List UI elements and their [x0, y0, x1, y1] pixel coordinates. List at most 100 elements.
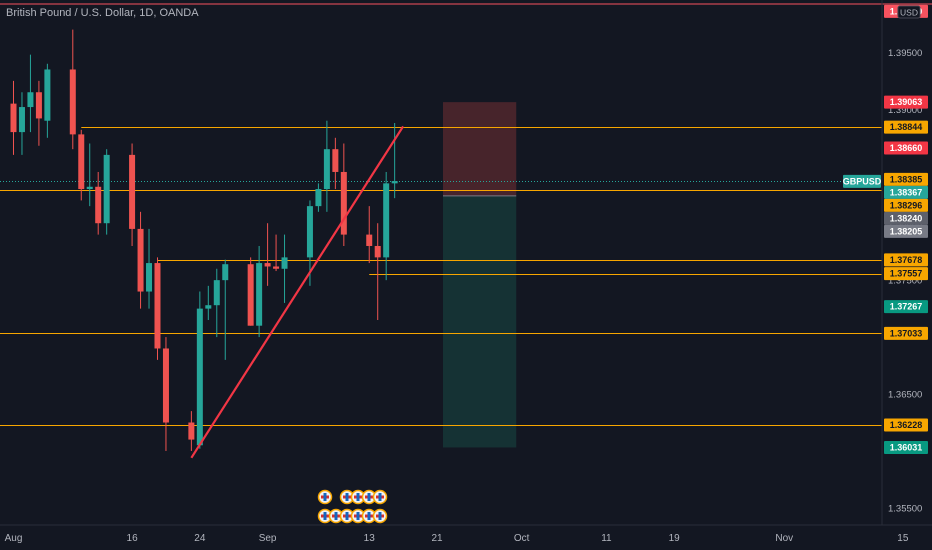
candle-body[interactable]: [35, 92, 42, 119]
price-tag-label: 1.36228: [890, 420, 923, 430]
price-tag: [884, 418, 928, 432]
x-tick-label: 11: [601, 533, 612, 544]
candle-body[interactable]: [162, 348, 169, 423]
y-tick-label: 1.35500: [888, 503, 922, 514]
candle-body[interactable]: [256, 263, 263, 326]
x-tick-label: 15: [897, 533, 909, 544]
price-tag-label: 1.39063: [890, 97, 923, 107]
candle-body[interactable]: [95, 186, 102, 224]
event-flag-stripe: [378, 512, 382, 520]
candle-body[interactable]: [323, 149, 330, 190]
price-tag-label: 1.37557: [890, 269, 923, 279]
price-tag-label: 1.37267: [890, 302, 923, 312]
candle-body[interactable]: [213, 280, 220, 306]
candle-body[interactable]: [78, 134, 85, 190]
candle-body[interactable]: [366, 234, 373, 246]
price-tag: [884, 326, 928, 340]
event-flag-stripe: [323, 512, 327, 520]
y-tick-label: 1.36500: [888, 390, 922, 401]
candle-body[interactable]: [44, 69, 51, 121]
price-tag-label: 1.38367: [890, 187, 923, 197]
price-tag: [884, 224, 928, 238]
price-tag: [884, 120, 928, 134]
candle-body[interactable]: [383, 183, 390, 258]
price-tag-label: 1.38296: [890, 200, 923, 210]
price-tag: [884, 211, 928, 225]
candle-body[interactable]: [264, 263, 271, 267]
price-tag-label: 1.38844: [890, 122, 923, 132]
candle-body[interactable]: [273, 266, 280, 269]
x-tick-label: Oct: [514, 533, 530, 544]
candle-body[interactable]: [27, 92, 34, 108]
event-flag-stripe: [345, 512, 349, 520]
candle-body[interactable]: [222, 264, 229, 281]
event-flag-stripe: [367, 493, 371, 501]
symbol-tag-label: GBPUSD: [843, 176, 882, 186]
trendline[interactable]: [190, 125, 405, 459]
x-tick-label: 21: [431, 533, 443, 544]
y-tick-label: 1.37500: [888, 276, 922, 287]
candle-body[interactable]: [103, 154, 110, 224]
candle-body[interactable]: [281, 257, 288, 269]
price-tag: [884, 253, 928, 267]
symbol-tag-box: [843, 174, 881, 188]
price-tag: [884, 95, 928, 109]
candle-body[interactable]: [332, 149, 339, 172]
candle-body[interactable]: [129, 154, 136, 229]
event-flag-stripe: [367, 512, 371, 520]
price-tag: [884, 172, 928, 186]
price-tag-label: 1.38205: [890, 226, 923, 236]
x-tick-label: Sep: [259, 533, 277, 544]
candle-body[interactable]: [374, 245, 381, 258]
candle-body[interactable]: [69, 69, 76, 135]
price-tag: [884, 198, 928, 212]
event-flag-stripe: [334, 512, 338, 520]
candle-body[interactable]: [247, 264, 254, 326]
price-tag: [884, 185, 928, 199]
price-tag: [884, 141, 928, 155]
svg-text:USD: USD: [900, 8, 918, 18]
price-tag: [884, 440, 928, 454]
event-flag-stripe: [356, 493, 360, 501]
economic-events[interactable]: [317, 489, 388, 524]
x-tick-label: Nov: [775, 533, 793, 544]
candle-body[interactable]: [340, 171, 347, 235]
currency-label: USD: [897, 5, 921, 19]
chart-title: British Pound / U.S. Dollar, 1D, OANDA: [6, 7, 199, 19]
candle-body[interactable]: [137, 228, 144, 292]
price-tag-label: 1.38385: [890, 174, 923, 184]
candle-body[interactable]: [18, 107, 25, 133]
event-flag-stripe: [356, 512, 360, 520]
candle-body[interactable]: [391, 181, 398, 184]
candle-body[interactable]: [154, 263, 161, 349]
candle-body[interactable]: [146, 263, 153, 292]
x-tick-label: 24: [194, 533, 206, 544]
y-tick-label: 1.39500: [888, 48, 922, 59]
candle-body[interactable]: [306, 206, 313, 258]
stop-loss-zone[interactable]: [443, 102, 517, 196]
price-tag-label: 1.38240: [890, 213, 923, 223]
candle-body[interactable]: [10, 103, 17, 133]
y-tick-label: 1.39000: [888, 105, 922, 116]
price-tag-label: 1.37033: [890, 328, 923, 338]
event-flag-stripe: [323, 493, 327, 501]
price-tag-label: 1.38660: [890, 143, 923, 153]
take-profit-zone[interactable]: [443, 195, 517, 448]
x-tick-label: 19: [669, 533, 681, 544]
event-flag-stripe: [345, 493, 349, 501]
x-tick-label: 16: [127, 533, 139, 544]
symbol-tag: GBPUSD: [843, 174, 882, 188]
candle-body[interactable]: [188, 422, 195, 440]
candle-body[interactable]: [196, 308, 203, 446]
price-tag: [884, 267, 928, 281]
x-tick-label: Aug: [5, 533, 23, 544]
price-tag: [884, 300, 928, 314]
candle-body[interactable]: [315, 189, 322, 207]
candle-body[interactable]: [205, 305, 212, 309]
price-tag-label: 1.37678: [890, 255, 923, 265]
candle-body[interactable]: [86, 186, 93, 190]
x-tick-label: 13: [364, 533, 376, 544]
event-flag-stripe: [378, 493, 382, 501]
price-tag-label: 1.36031: [890, 442, 923, 452]
